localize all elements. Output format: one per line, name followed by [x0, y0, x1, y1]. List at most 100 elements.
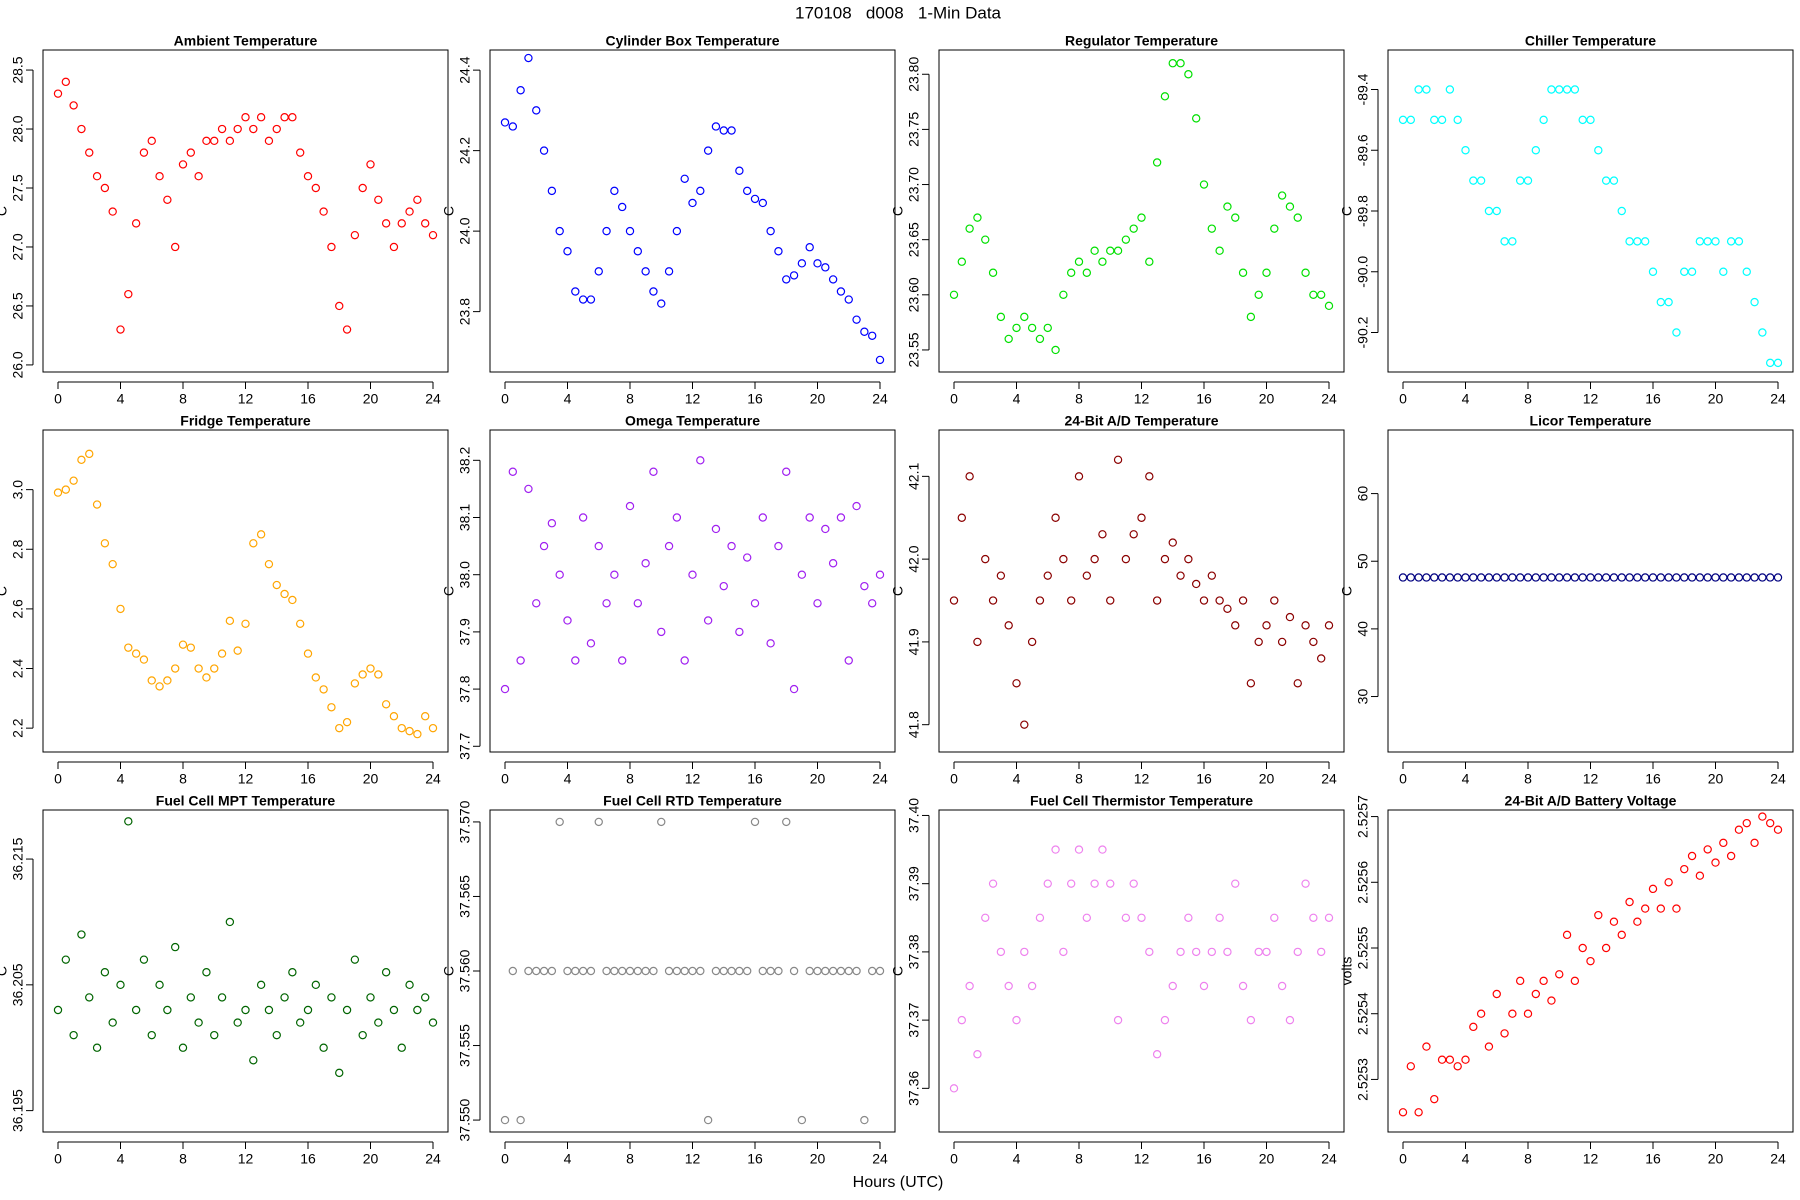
x-tick-label: 8: [1075, 771, 1083, 787]
y-tick-label: 24.2: [457, 137, 473, 164]
y-tick-label: 2.5253: [1355, 1058, 1371, 1101]
data-point: [1617, 930, 1626, 940]
data-point: [1703, 237, 1712, 246]
data-point: [1168, 538, 1177, 547]
data-point: [1586, 573, 1595, 582]
data-point: [77, 124, 86, 134]
data-point: [311, 673, 321, 682]
data-point: [1476, 1009, 1486, 1018]
data-point: [1633, 237, 1642, 246]
data-point: [1301, 879, 1310, 888]
data-point: [641, 559, 650, 568]
data-point: [311, 183, 321, 193]
data-point: [1043, 323, 1052, 333]
data-point: [303, 172, 313, 181]
y-axis-label: C: [1339, 206, 1355, 216]
y-axis-label: C: [441, 206, 457, 216]
data-point: [1445, 1055, 1455, 1064]
data-point: [1640, 573, 1650, 582]
data-point: [1137, 913, 1146, 922]
data-point: [1734, 825, 1744, 834]
x-tick-label: 12: [238, 771, 254, 787]
data-point: [1043, 571, 1052, 580]
x-tick-label: 20: [1259, 771, 1275, 787]
data-point: [547, 966, 557, 976]
data-point: [1414, 1108, 1423, 1117]
y-tick-label: 3.0: [10, 480, 26, 500]
data-point: [1758, 328, 1767, 337]
panel: Licor Temperature C 0 4 8 12 16 20 24 30 40 50 60: [1339, 413, 1794, 787]
data-point: [1422, 85, 1431, 94]
data-point: [124, 289, 133, 299]
data-point: [1082, 913, 1092, 922]
data-point: [1191, 114, 1201, 123]
panel: Chiller Temperature C 0 4 8 12 16 20 24 -89.4 -89.…: [1339, 33, 1794, 407]
y-tick-label: 37.560: [457, 949, 473, 992]
data-point: [539, 146, 549, 155]
data-point: [973, 213, 982, 222]
data-point: [225, 917, 235, 927]
data-point: [555, 817, 564, 827]
data-point: [147, 136, 156, 146]
data-point: [100, 183, 110, 193]
data-point: [366, 160, 375, 169]
plot-frame: [938, 429, 1345, 753]
data-point: [500, 1115, 510, 1125]
data-point: [1500, 1029, 1509, 1038]
data-point: [272, 580, 281, 590]
data-point: [981, 913, 990, 922]
x-tick-label: 0: [950, 1151, 958, 1167]
x-tick-label: 24: [1770, 391, 1786, 407]
x-tick-label: 24: [872, 391, 888, 407]
data-point: [625, 966, 635, 976]
data-point: [594, 541, 603, 551]
data-point: [1609, 573, 1619, 582]
data-point: [210, 1030, 219, 1040]
data-point: [547, 186, 557, 196]
panel-title: Ambient Temperature: [174, 33, 318, 49]
data-point: [170, 664, 180, 673]
data-point: [766, 966, 775, 976]
x-tick-label: 24: [425, 1151, 441, 1167]
data-point: [92, 1043, 102, 1052]
data-point: [1152, 596, 1162, 605]
y-tick-label: 37.7: [457, 732, 473, 759]
data-point: [1176, 947, 1185, 957]
data-point: [1758, 573, 1767, 582]
data-point: [680, 966, 689, 976]
data-point: [1750, 297, 1759, 307]
data-point: [711, 966, 721, 976]
data-point: [1633, 573, 1642, 582]
data-point: [578, 966, 588, 976]
data-point: [1680, 267, 1689, 276]
data-point: [217, 649, 227, 658]
data-point: [249, 124, 258, 134]
data-point: [532, 599, 541, 608]
data-point: [789, 684, 799, 694]
data-point: [1012, 679, 1021, 688]
y-tick-label: 23.65: [906, 222, 922, 257]
data-point: [524, 966, 533, 976]
data-point: [1098, 845, 1107, 854]
data-point: [1035, 913, 1045, 922]
data-point: [1309, 913, 1318, 922]
data-point: [241, 113, 250, 122]
data-point: [1090, 554, 1099, 564]
data-point: [1687, 573, 1697, 582]
y-axis-label: C: [0, 966, 10, 976]
x-tick-label: 20: [1708, 391, 1724, 407]
data-point: [288, 113, 297, 122]
x-tick-label: 24: [1321, 771, 1337, 787]
data-point: [303, 649, 313, 658]
x-tick-label: 0: [501, 1151, 509, 1167]
data-point: [1469, 176, 1478, 185]
y-tick-label: 2.5254: [1355, 992, 1371, 1035]
x-tick-label: 4: [564, 391, 572, 407]
data-point: [1437, 573, 1447, 582]
data-point: [108, 1018, 117, 1027]
y-tick-label: 36.205: [10, 963, 26, 1006]
x-tick-label: 16: [747, 771, 763, 787]
data-point: [996, 312, 1006, 322]
y-axis-label: C: [1339, 586, 1355, 596]
x-tick-label: 16: [1196, 771, 1212, 787]
